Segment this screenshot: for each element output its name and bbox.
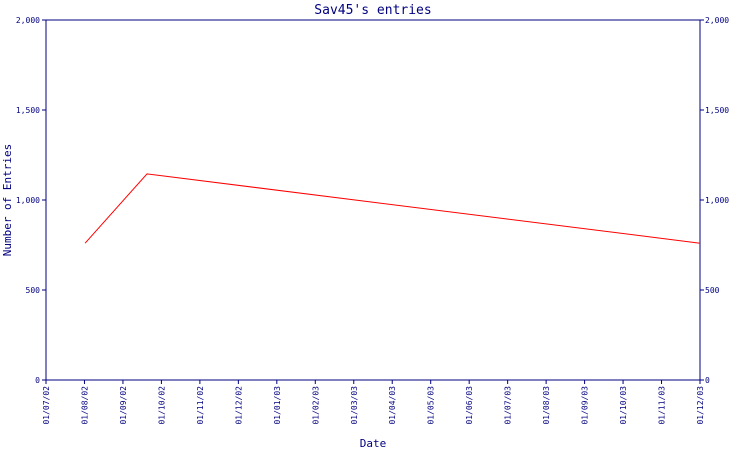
tick-marks: [42, 19, 704, 384]
y-tick-label: 1,000: [16, 196, 40, 205]
y-tick-labels-right: 0 500 1,000 1,500 2,000: [705, 16, 729, 385]
series-line: [84, 173, 701, 244]
chart-title: Sav45's entries: [314, 3, 431, 18]
x-tick-label: 01/09/02: [119, 386, 128, 425]
x-tick-label: 01/12/03: [696, 386, 705, 425]
y-tick-labels-left: 0 500 1,000 1,500 2,000: [16, 16, 40, 385]
x-axis-label: Date: [360, 437, 387, 450]
x-tick-label: 01/10/02: [157, 386, 166, 425]
x-tick-label: 01/09/03: [581, 386, 590, 425]
x-tick-label: 01/02/03: [311, 386, 320, 425]
x-tick-label: 01/01/03: [273, 386, 282, 425]
y-tick-label: 0: [705, 376, 710, 385]
y-tick-label: 2,000: [16, 16, 40, 25]
x-tick-label: 01/10/03: [619, 386, 628, 425]
series-group: [84, 173, 701, 244]
y-axis-label: Number of Entries: [1, 144, 14, 257]
x-tick-label: 01/05/03: [427, 386, 436, 425]
y-tick-label: 2,000: [705, 16, 729, 25]
x-tick-label: 01/07/03: [504, 386, 513, 425]
x-tick-label: 01/08/02: [80, 386, 89, 425]
y-tick-label: 500: [705, 286, 720, 295]
x-tick-label: 01/11/03: [658, 386, 667, 425]
x-tick-label: 01/08/03: [542, 386, 551, 425]
x-tick-label: 01/07/02: [42, 386, 51, 425]
x-tick-label: 01/12/02: [234, 386, 243, 425]
y-tick-label: 1,000: [705, 196, 729, 205]
x-tick-label: 01/03/03: [350, 386, 359, 425]
axes: [45, 19, 701, 381]
y-tick-label: 1,500: [16, 106, 40, 115]
x-tick-label: 01/04/03: [388, 386, 397, 425]
x-tick-label: 01/11/02: [196, 386, 205, 425]
x-tick-label: 01/06/03: [465, 386, 474, 425]
x-tick-labels: 01/07/02 01/08/02 01/09/02 01/10/02 01/11/02…: [42, 386, 705, 425]
y-tick-label: 1,500: [705, 106, 729, 115]
y-tick-label: 500: [26, 286, 41, 295]
y-tick-label: 0: [35, 376, 40, 385]
